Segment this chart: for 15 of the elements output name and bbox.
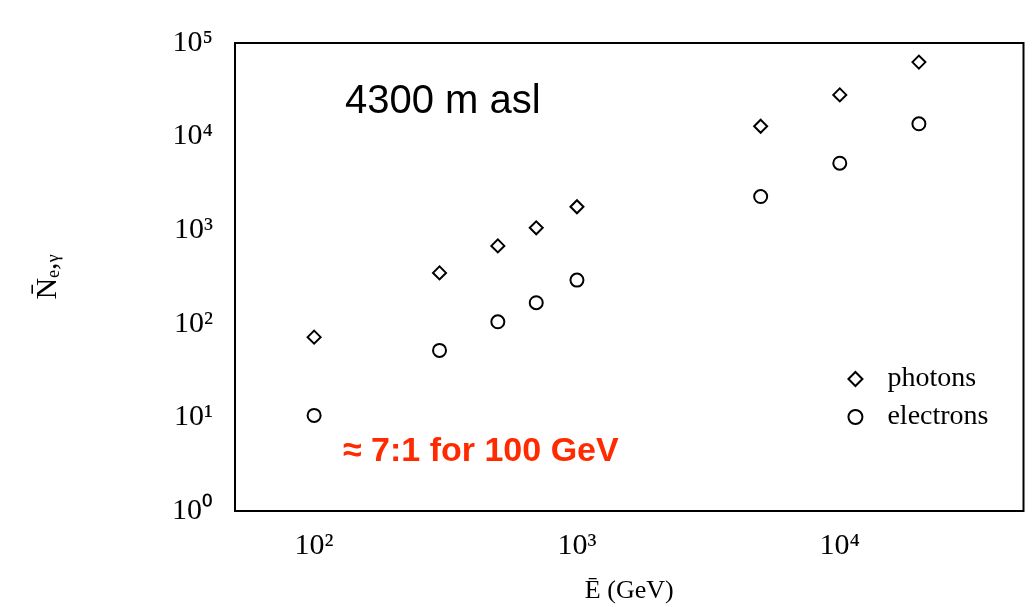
annotation: 4300 m asl	[345, 77, 541, 121]
y-axis-title: N̄ₑ,ᵧ	[28, 254, 63, 300]
x-tick-label: 10⁴	[819, 526, 861, 560]
y-tick-label: 10²	[174, 304, 213, 338]
x-tick-label: 10³	[557, 526, 597, 560]
y-tick-label: 10⁵	[172, 23, 213, 57]
legend-label: photons	[887, 361, 977, 393]
y-tick-label: 10¹	[174, 398, 213, 432]
y-tick-label: 10⁰	[172, 491, 213, 525]
y-tick-label: 10⁴	[172, 117, 213, 151]
y-tick-label: 10³	[174, 211, 213, 245]
legend-label: electrons	[887, 399, 989, 431]
annotation: ≈ 7:1 for 100 GeV	[343, 430, 619, 468]
x-axis-title: Ē (GeV)	[584, 575, 674, 605]
x-tick-label: 10²	[294, 526, 334, 560]
